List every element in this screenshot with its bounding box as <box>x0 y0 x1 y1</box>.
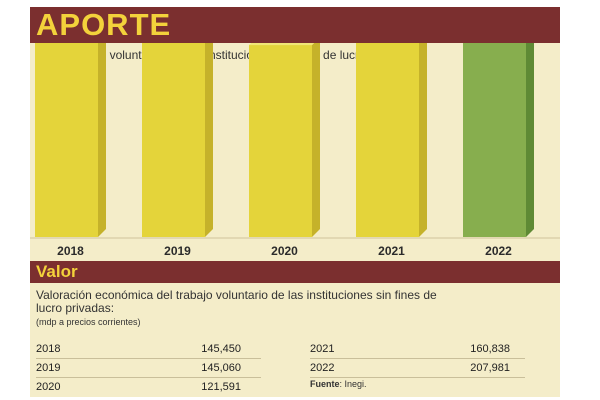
bar-side <box>205 43 213 237</box>
row-divider <box>310 377 525 378</box>
bar <box>463 43 526 238</box>
bar-side <box>98 43 106 237</box>
aporte-title: APORTE <box>36 7 172 42</box>
table-row: 2022 207,981 <box>310 360 510 376</box>
row-value: 207,981 <box>470 362 510 374</box>
row-divider <box>36 358 261 359</box>
row-divider <box>36 377 261 378</box>
bar <box>249 45 312 238</box>
source-text: : Inegi. <box>339 379 367 389</box>
table-row: 2020 121,591 <box>36 379 241 395</box>
valor-units: (mdp a precios corrientes) <box>36 317 141 327</box>
category-label: 2019 <box>164 244 191 258</box>
bar-side <box>526 43 534 237</box>
category-label: 2020 <box>271 244 298 258</box>
row-value: 145,060 <box>201 362 241 374</box>
aporte-header-band: APORTE <box>30 7 560 43</box>
row-value: 145,450 <box>201 343 241 355</box>
row-divider <box>310 358 525 359</box>
bar-chart: 2,399,19220182,213,59120191,828,02720202… <box>30 43 560 258</box>
source-note: Fuente: Inegi. <box>310 379 367 389</box>
valor-title: Valor <box>36 262 78 281</box>
bar <box>356 43 419 238</box>
table-row: 2019 145,060 <box>36 360 241 376</box>
row-value: 160,838 <box>470 343 510 355</box>
infographic-card: APORTE Trabajadores voluntarios de las i… <box>30 7 560 397</box>
category-label: 2021 <box>378 244 405 258</box>
row-year: 2019 <box>36 362 61 374</box>
bar-top <box>249 43 315 46</box>
table-row: 2018 145,450 <box>36 341 241 357</box>
valor-header-band: Valor <box>30 261 560 283</box>
valor-subtitle: Valoración económica del trabajo volunta… <box>36 288 437 315</box>
valor-panel: Valoración económica del trabajo volunta… <box>30 283 560 397</box>
row-year: 2018 <box>36 343 61 355</box>
row-year: 2022 <box>310 362 335 374</box>
row-year: 2021 <box>310 343 335 355</box>
bar-side <box>419 43 427 237</box>
bar <box>35 43 98 237</box>
row-value: 121,591 <box>201 381 241 393</box>
source-label: Fuente <box>310 379 340 389</box>
table-row: 2021 160,838 <box>310 341 510 357</box>
bar <box>142 43 205 238</box>
row-year: 2020 <box>36 381 61 393</box>
category-label: 2018 <box>57 244 84 258</box>
chart-subtitle: Trabajadores voluntarios de las instituc… <box>36 48 418 62</box>
category-label: 2022 <box>485 244 512 258</box>
bar-side <box>312 43 320 237</box>
